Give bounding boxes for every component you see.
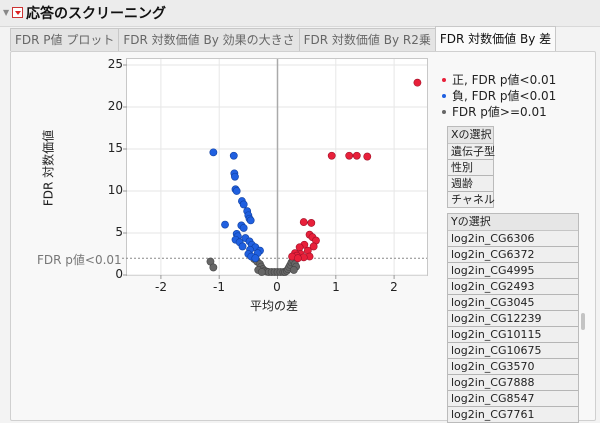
y-select-item[interactable]: log2in_CG2493	[448, 279, 578, 295]
data-point[interactable]	[239, 224, 248, 232]
data-point[interactable]	[289, 266, 298, 274]
data-point[interactable]	[294, 254, 302, 263]
data-point[interactable]	[363, 152, 372, 161]
scrollbar-thumb[interactable]	[581, 313, 585, 330]
y-tick: 10	[107, 183, 123, 197]
red-dot-icon	[442, 78, 446, 82]
y-tick: 0	[115, 267, 123, 281]
data-point[interactable]	[309, 242, 318, 251]
y-tick: 25	[107, 57, 123, 71]
y-axis-label: FDR 対数価値	[41, 129, 56, 207]
data-point[interactable]	[229, 151, 238, 160]
x-select-item[interactable]: 性別	[448, 160, 493, 176]
data-point[interactable]	[413, 78, 422, 87]
y-select-item[interactable]: log2in_CG12239	[448, 311, 578, 327]
data-point[interactable]	[251, 254, 260, 263]
tab-fdr-pvalue-plot[interactable]: FDR P値 プロット	[10, 28, 120, 51]
y-select-listbox: Yの選択 log2in_CG6306 log2in_CG6372 log2in_…	[447, 213, 579, 423]
data-point[interactable]	[327, 151, 336, 160]
report-title: 応答のスクリーニング	[26, 6, 166, 22]
y-tick: 5	[115, 225, 123, 239]
data-point[interactable]	[221, 220, 229, 229]
legend-label: FDR p値>=0.01	[452, 105, 547, 119]
y-tick: 15	[107, 141, 123, 155]
y-select-header: Yの選択	[448, 214, 578, 231]
tab-bar: FDR P値 プロット FDR 対数価値 By 効果の大きさ FDR 対数価値 …	[10, 26, 557, 51]
data-point[interactable]	[209, 263, 218, 272]
x-tick: 0	[273, 280, 281, 294]
y-select-item[interactable]: log2in_CG8547	[448, 391, 578, 407]
data-point[interactable]	[238, 242, 247, 251]
legend-label: 負, FDR p値<0.01	[452, 89, 557, 103]
x-tick: -1	[213, 280, 225, 294]
y-select-item[interactable]: log2in_CG10115	[448, 327, 578, 343]
x-tick: 1	[332, 280, 340, 294]
x-select-header: Xの選択	[448, 127, 493, 144]
data-point[interactable]	[299, 218, 308, 226]
data-point[interactable]	[246, 216, 255, 225]
red-triangle-menu-icon[interactable]	[12, 7, 23, 18]
legend-label: 正, FDR p値<0.01	[452, 73, 557, 87]
y-select-item[interactable]: log2in_CG3045	[448, 295, 578, 311]
legend-item-positive[interactable]: 正, FDR p値<0.01	[442, 72, 556, 88]
legend-item-not-significant[interactable]: FDR p値>=0.01	[442, 104, 556, 120]
data-point[interactable]	[239, 200, 248, 209]
y-select-item[interactable]: log2in_CG6306	[448, 231, 578, 247]
tab-logworth-by-rsquare[interactable]: FDR 対数価値 By R2乗	[298, 28, 436, 51]
x-select-item[interactable]: 週齢	[448, 176, 493, 192]
data-point[interactable]	[295, 243, 304, 252]
x-select-listbox: Xの選択 遺伝子型 性別 週齢 チャネル	[447, 126, 495, 208]
x-select-item[interactable]: チャネル	[448, 192, 495, 207]
x-axis-label: 平均の差	[250, 299, 299, 313]
threshold-label: FDR p値<0.01	[37, 253, 122, 267]
gray-dot-icon	[442, 110, 446, 114]
data-point[interactable]	[257, 268, 266, 276]
y-select-item[interactable]: log2in_CG4995	[448, 263, 578, 279]
y-select-item[interactable]: log2in_CG3570	[448, 359, 578, 375]
legend-item-negative[interactable]: 負, FDR p値<0.01	[442, 88, 556, 104]
x-select-item[interactable]: 遺伝子型	[448, 144, 495, 160]
y-select-item[interactable]: log2in_CG6372	[448, 247, 578, 263]
legend: 正, FDR p値<0.01 負, FDR p値<0.01 FDR p値>=0.…	[442, 72, 556, 120]
x-tick: 2	[390, 280, 398, 294]
y-select-item[interactable]: log2in_CG10675	[448, 343, 578, 359]
x-tick: -2	[155, 280, 167, 294]
data-point[interactable]	[232, 187, 241, 195]
outline-header: ▼ 応答のスクリーニング	[0, 0, 600, 27]
data-point[interactable]	[209, 148, 218, 157]
y-tick: 20	[107, 99, 123, 113]
data-point[interactable]	[345, 151, 354, 160]
blue-dot-icon	[442, 94, 446, 98]
y-select-item[interactable]: log2in_CG7888	[448, 375, 578, 391]
disclosure-triangle-icon[interactable]: ▼	[3, 8, 10, 17]
tab-logworth-by-difference[interactable]: FDR 対数価値 By 差	[434, 26, 557, 51]
data-point[interactable]	[352, 151, 361, 160]
data-point[interactable]	[307, 219, 316, 227]
data-point[interactable]	[231, 172, 239, 181]
y-select-item[interactable]: log2in_CG7761	[448, 407, 578, 422]
